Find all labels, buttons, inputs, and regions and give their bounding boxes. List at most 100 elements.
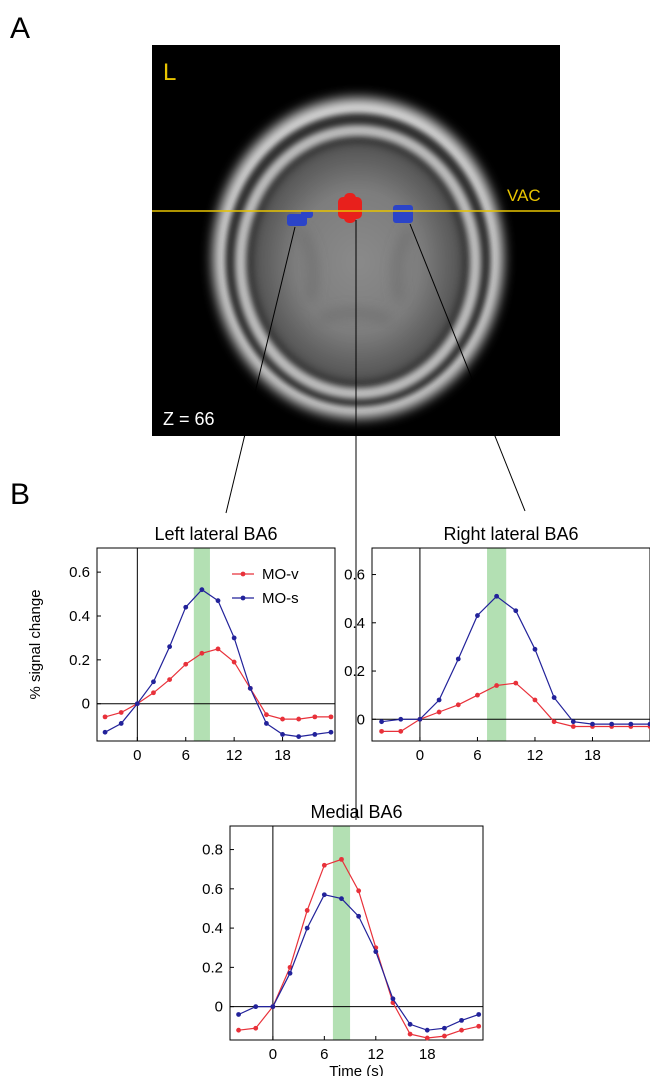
data-point-mo-s (436, 697, 442, 703)
data-point-mo-s (151, 679, 156, 685)
chart-title: Right lateral BA6 (443, 524, 578, 544)
x-tick-label: 12 (527, 747, 544, 764)
left-lateral-cluster-tail (301, 210, 313, 218)
plot-frame (371, 547, 650, 742)
data-point-mo-v (296, 716, 302, 722)
x-tick-label: 18 (274, 747, 291, 764)
data-point-mo-v (304, 908, 310, 913)
data-point-mo-s (134, 701, 140, 707)
y-tick-label: 0.2 (202, 959, 223, 976)
data-point-mo-s (390, 996, 396, 1002)
data-point-mo-s (328, 729, 334, 735)
data-point-mo-s (476, 1012, 482, 1017)
x-tick-label: 18 (419, 1046, 436, 1063)
analysis-window (193, 548, 210, 741)
y-tick-label: 0.4 (202, 920, 223, 937)
data-point-mo-s (647, 721, 650, 727)
y-tick-label: 0 (215, 999, 223, 1016)
legend-marker-mo-s (240, 595, 246, 601)
data-point-mo-s (459, 1017, 464, 1023)
x-axis-label: Time (s) (329, 1063, 383, 1076)
y-tick-label: 0.4 (344, 615, 365, 632)
y-tick-label: 0.8 (202, 842, 223, 859)
data-point-mo-v (424, 1035, 430, 1041)
x-tick-label: 18 (584, 747, 601, 764)
data-point-mo-s (167, 644, 173, 650)
data-point-mo-v (253, 1025, 259, 1031)
brain-tissue (254, 144, 462, 380)
data-point-mo-s (494, 593, 500, 599)
data-point-mo-v (199, 650, 205, 656)
chart-title: Left lateral BA6 (154, 524, 277, 544)
plot-frame (96, 547, 336, 742)
series-line-mo-v (238, 858, 479, 1039)
data-point-mo-v (455, 702, 461, 708)
y-tick-label: 0.2 (344, 663, 365, 680)
data-point-mo-s (570, 719, 576, 725)
x-tick-label: 6 (473, 747, 481, 764)
data-point-mo-s (247, 685, 253, 691)
data-point-mo-v (494, 683, 500, 688)
data-point-mo-s (183, 604, 189, 610)
data-point-mo-s (339, 896, 344, 902)
legend-label-mo-s: MO-s (262, 590, 299, 607)
x-tick-label: 12 (226, 747, 243, 764)
sulci (297, 228, 413, 323)
data-point-mo-s (609, 721, 615, 727)
data-point-mo-s (628, 721, 634, 727)
y-tick-label: 0.4 (69, 608, 90, 625)
data-point-mo-v (236, 1027, 241, 1033)
data-point-mo-v (215, 646, 221, 652)
analysis-window (487, 548, 507, 741)
chart-right-lateral-ba6: 0 0.2 0.4 0.6 0 6 12 18 Right lateral BA6 (344, 524, 650, 764)
left-lateral-cluster (287, 210, 313, 226)
data-point-mo-s (551, 695, 557, 700)
legend-marker-mo-v (240, 571, 246, 577)
y-tick-label: 0.2 (69, 652, 90, 669)
y-axis-label: % signal change (27, 589, 44, 699)
series-line-mo-s (381, 595, 650, 725)
data-point-mo-s (442, 1025, 447, 1031)
chart-medial-ba6: 0 0.2 0.4 0.6 0.8 0 6 12 18 Medial BA6 Time (s) (202, 802, 484, 1076)
data-point-mo-v (118, 710, 124, 715)
data-point-mo-s (590, 721, 595, 727)
data-point-mo-v (532, 697, 538, 703)
plot-frame (229, 825, 484, 1041)
legend-label-mo-v: MO-v (262, 566, 299, 583)
data-point-mo-v (476, 1023, 482, 1029)
data-point-mo-v (183, 661, 189, 667)
connector-right (409, 223, 526, 512)
data-point-mo-v (379, 728, 384, 734)
data-point-mo-s (280, 732, 285, 737)
x-tick-label: 0 (416, 747, 424, 764)
data-point-mo-s (417, 716, 423, 722)
data-point-mo-s (373, 949, 379, 955)
data-point-mo-v (264, 712, 269, 718)
data-point-mo-s (513, 608, 519, 614)
data-point-mo-v (551, 719, 557, 725)
data-point-mo-v (328, 714, 334, 720)
y-tick-label: 0.6 (202, 881, 223, 898)
data-point-mo-v (339, 856, 344, 862)
data-point-mo-v (312, 714, 318, 720)
data-point-mo-s (287, 970, 293, 976)
data-point-mo-s (475, 613, 480, 618)
x-tick-label: 0 (133, 747, 141, 764)
data-point-mo-s (356, 913, 362, 919)
data-point-mo-s (379, 719, 384, 725)
data-point-mo-s (199, 587, 205, 593)
data-point-mo-v (407, 1031, 413, 1037)
y-tick-label: 0 (82, 696, 90, 713)
medial-cluster (338, 193, 362, 223)
data-point-mo-v (398, 728, 404, 734)
data-point-mo-s (424, 1027, 430, 1033)
y-tick-label: 0.6 (344, 567, 365, 584)
panel-a-letter: A (10, 12, 30, 45)
panel-b-letter: B (10, 478, 30, 511)
brain-slice-image: L VAC Z = 66 (152, 45, 560, 436)
data-point-mo-v (167, 677, 173, 682)
data-point-mo-s (407, 1021, 413, 1027)
data-point-mo-s (532, 646, 538, 652)
x-tick-label: 6 (320, 1046, 328, 1063)
